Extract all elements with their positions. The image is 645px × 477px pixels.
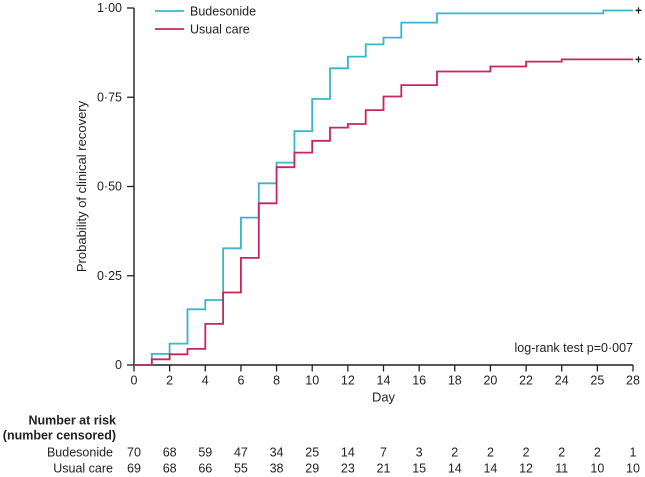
risk-value: 14: [448, 462, 462, 476]
censor-mark-budesonide: +: [635, 3, 642, 17]
x-tick-label: 24: [555, 374, 569, 388]
risk-value: 14: [483, 462, 497, 476]
x-tick-label: 4: [202, 374, 209, 388]
risk-value: 10: [590, 462, 604, 476]
x-tick-label: 20: [483, 374, 497, 388]
x-axis-title: Day: [372, 390, 396, 405]
x-tick-label: 28: [626, 374, 640, 388]
y-tick-label: 0·25: [97, 269, 122, 283]
x-tick-label: 6: [237, 374, 244, 388]
x-tick-label: 10: [305, 374, 319, 388]
km-curve-budesonide: [134, 9, 633, 366]
risk-value: 38: [270, 462, 284, 476]
risk-value: 2: [523, 446, 530, 460]
risk-value: 2: [558, 446, 565, 460]
risk-value: 7: [380, 446, 387, 460]
risk-value: 23: [341, 462, 355, 476]
risk-row-label: Usual care: [53, 462, 113, 476]
risk-value: 2: [487, 446, 494, 460]
risk-value: 34: [270, 446, 284, 460]
risk-value: 68: [163, 446, 177, 460]
x-tick-label: 16: [412, 374, 426, 388]
risk-table-title: Number at risk: [28, 414, 116, 428]
risk-value: 29: [305, 462, 319, 476]
x-tick-label: 25: [590, 374, 604, 388]
risk-value: 70: [127, 446, 141, 460]
risk-row-label: Budesonide: [47, 446, 113, 460]
x-tick-label: 14: [377, 374, 391, 388]
x-tick-label: 22: [519, 374, 533, 388]
x-tick-label: 12: [341, 374, 355, 388]
risk-value: 1: [630, 446, 637, 460]
legend-label: Usual care: [190, 23, 250, 37]
y-tick-label: 0·50: [97, 180, 122, 194]
risk-value: 21: [377, 462, 391, 476]
x-tick-label: 18: [448, 374, 462, 388]
risk-value: 25: [305, 446, 319, 460]
x-tick-label: 8: [273, 374, 280, 388]
risk-value: 69: [127, 462, 141, 476]
risk-table-subtitle: (number censored): [3, 429, 116, 443]
risk-value: 55: [234, 462, 248, 476]
risk-value: 11: [555, 462, 568, 476]
risk-value: 12: [519, 462, 533, 476]
logrank-annotation: log-rank test p=0·007: [515, 341, 634, 355]
risk-value: 2: [451, 446, 458, 460]
risk-value: 68: [163, 462, 177, 476]
risk-value: 3: [416, 446, 423, 460]
km-curve-usual-care: [134, 58, 633, 366]
risk-value: 59: [198, 446, 212, 460]
risk-value: 47: [234, 446, 248, 460]
censor-mark-usual-care: +: [635, 52, 642, 66]
risk-value: 2: [594, 446, 601, 460]
risk-value: 15: [412, 462, 426, 476]
risk-value: 10: [626, 462, 640, 476]
x-tick-label: 2: [166, 374, 173, 388]
x-tick-label: 0: [131, 374, 138, 388]
y-tick-label: 0·75: [97, 90, 122, 104]
legend-label: Budesonide: [190, 5, 256, 19]
y-axis-title: Probability of clinical recovery: [74, 100, 89, 272]
y-tick-label: 0: [115, 358, 122, 372]
y-tick-label: 1·00: [97, 1, 122, 15]
risk-value: 66: [198, 462, 212, 476]
risk-value: 14: [341, 446, 355, 460]
